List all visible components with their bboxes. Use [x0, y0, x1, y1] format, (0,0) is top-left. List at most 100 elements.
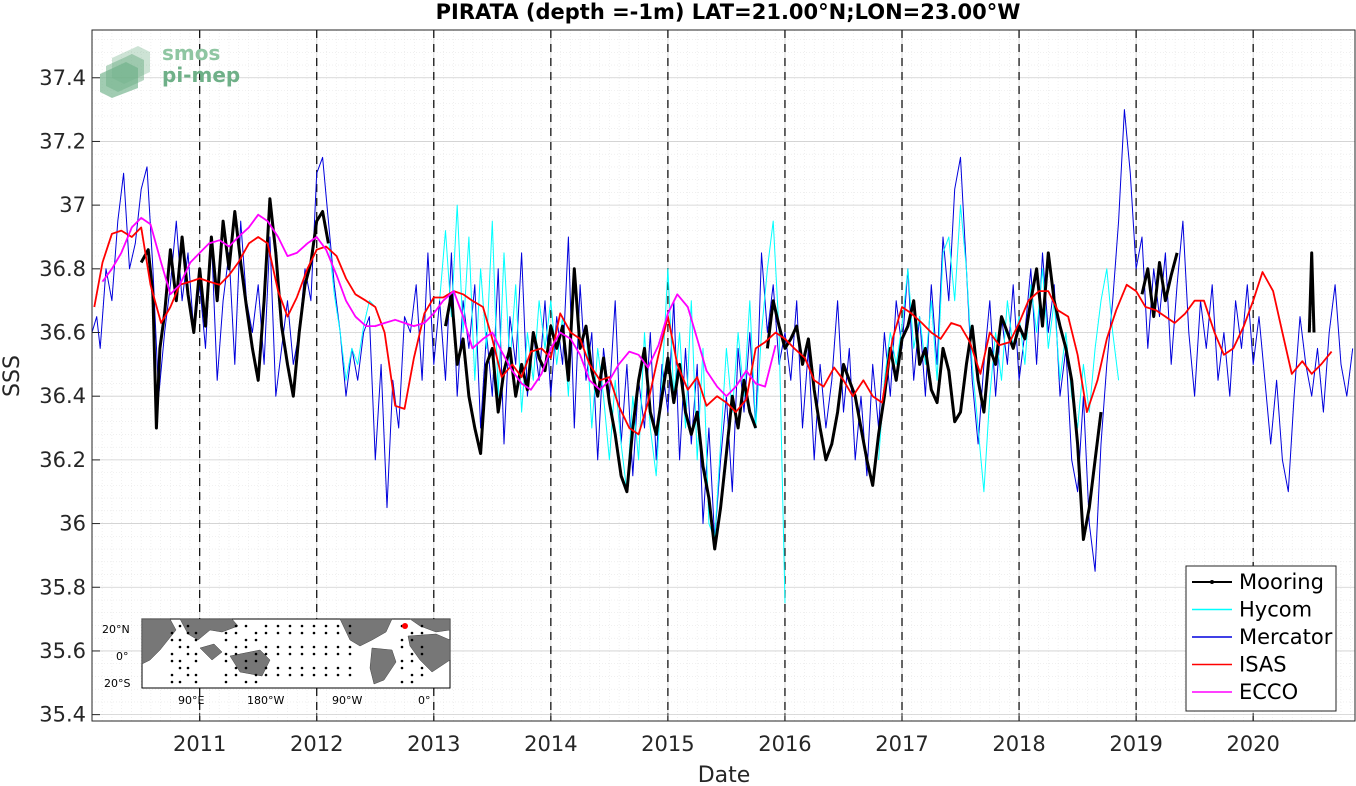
legend-marker: [1210, 580, 1214, 584]
inset-dot: [336, 666, 340, 670]
inset-dot: [348, 666, 352, 670]
inset-dot: [264, 666, 268, 670]
inset-dot: [186, 631, 190, 635]
inset-dot: [194, 631, 198, 635]
inset-dot: [400, 659, 404, 663]
legend-label: Hycom: [1239, 598, 1312, 622]
inset-map: 20°N 0° 20°S 90°E 180°W 90°W 0°: [102, 618, 451, 707]
inset-dot: [312, 673, 316, 677]
series-line-mooring: [1307, 251, 1316, 333]
inset-dot: [400, 638, 404, 642]
y-tick-label: 36.4: [39, 384, 86, 408]
series-line-mooring: [765, 251, 1103, 541]
inset-dot: [264, 631, 268, 635]
inset-dot: [324, 652, 328, 656]
inset-dot: [234, 645, 238, 649]
x-tick-label: 2012: [290, 732, 343, 756]
inset-dot: [264, 652, 268, 656]
series-line-ecco: [101, 213, 777, 398]
inset-dot: [244, 645, 248, 649]
inset-dot: [324, 624, 328, 628]
inset-dot: [178, 680, 182, 684]
y-axis-label: SSS: [0, 355, 25, 397]
y-tick-label: 36.2: [39, 448, 86, 472]
inset-lon-0: 0°: [418, 694, 431, 707]
inset-dot: [234, 673, 238, 677]
inset-dot: [194, 659, 198, 663]
inset-dot: [300, 673, 304, 677]
inset-dot: [336, 645, 340, 649]
inset-dot: [194, 673, 198, 677]
x-tick-label: 2014: [524, 732, 577, 756]
y-tick-label: 37.4: [39, 66, 86, 90]
inset-dot: [178, 638, 182, 642]
inset-dot: [410, 659, 414, 663]
chart-title: PIRATA (depth =-1m) LAT=21.00°N;LON=23.0…: [436, 0, 1021, 24]
x-tick-label: 2011: [173, 732, 226, 756]
y-tick-label: 35.6: [39, 639, 86, 663]
inset-dot: [254, 680, 258, 684]
inset-dot: [234, 631, 238, 635]
inset-dot: [348, 645, 352, 649]
inset-dot: [170, 659, 174, 663]
series-line-hycom: [878, 204, 1120, 493]
inset-dot: [300, 624, 304, 628]
inset-dot: [224, 673, 228, 677]
smos-pi-mep-logo: smos pi-mep: [100, 41, 240, 98]
inset-dot: [254, 631, 258, 635]
inset-dot: [178, 659, 182, 663]
x-tick-label: 2016: [758, 732, 811, 756]
inset-dot: [312, 666, 316, 670]
inset-dot: [186, 673, 190, 677]
inset-dot: [224, 638, 228, 642]
x-axis-ticks: 2011 2012 2013 2014 2015 2016 2017 2018 2019 2020: [173, 713, 1280, 756]
inset-dot: [410, 673, 414, 677]
inset-dot: [244, 680, 248, 684]
inset-dot: [194, 680, 198, 684]
inset-dot: [420, 645, 424, 649]
y-tick-label: 37.2: [39, 129, 86, 153]
series-ecco: [101, 213, 777, 398]
x-tick-label: 2017: [875, 732, 928, 756]
inset-dot: [264, 624, 268, 628]
inset-dot: [288, 645, 292, 649]
inset-lon-90w: 90°W: [332, 694, 362, 707]
inset-dot: [410, 631, 414, 635]
y-tick-label: 35.8: [39, 575, 86, 599]
inset-dot: [254, 638, 258, 642]
inset-dot: [348, 652, 352, 656]
inset-dot: [194, 652, 198, 656]
inset-dot: [178, 666, 182, 670]
inset-mooring-dots: [170, 624, 424, 684]
inset-dot: [288, 673, 292, 677]
y-axis-ticks: 35.4 35.6 35.8 36 36.2 36.4 36.6 36.8 37 37.2 37.4: [39, 66, 100, 727]
inset-dot: [300, 631, 304, 635]
inset-dot: [336, 631, 340, 635]
inset-dot: [336, 652, 340, 656]
inset-dot: [300, 645, 304, 649]
inset-dot: [400, 645, 404, 649]
inset-dot: [224, 652, 228, 656]
inset-dot: [170, 638, 174, 642]
inset-dot: [254, 652, 258, 656]
inset-dot: [324, 631, 328, 635]
inset-dot: [276, 631, 280, 635]
inset-lat-20s: 20°S: [104, 677, 130, 690]
legend: Mooring Hycom Mercator ISAS ECCO: [1185, 565, 1337, 712]
series-line-isas: [93, 226, 1333, 436]
inset-land: [141, 618, 451, 685]
series-line-mooring: [444, 267, 758, 551]
inset-dot: [336, 624, 340, 628]
series-line-hycom: [327, 236, 376, 381]
inset-dot: [186, 666, 190, 670]
inset-dot: [276, 645, 280, 649]
inset-dot: [288, 631, 292, 635]
inset-dot: [348, 673, 352, 677]
series-layer: [91, 109, 1354, 604]
inset-dot: [244, 638, 248, 642]
inset-dot: [194, 638, 198, 642]
inset-dot: [324, 673, 328, 677]
inset-dot: [312, 631, 316, 635]
inset-dot: [420, 624, 424, 628]
